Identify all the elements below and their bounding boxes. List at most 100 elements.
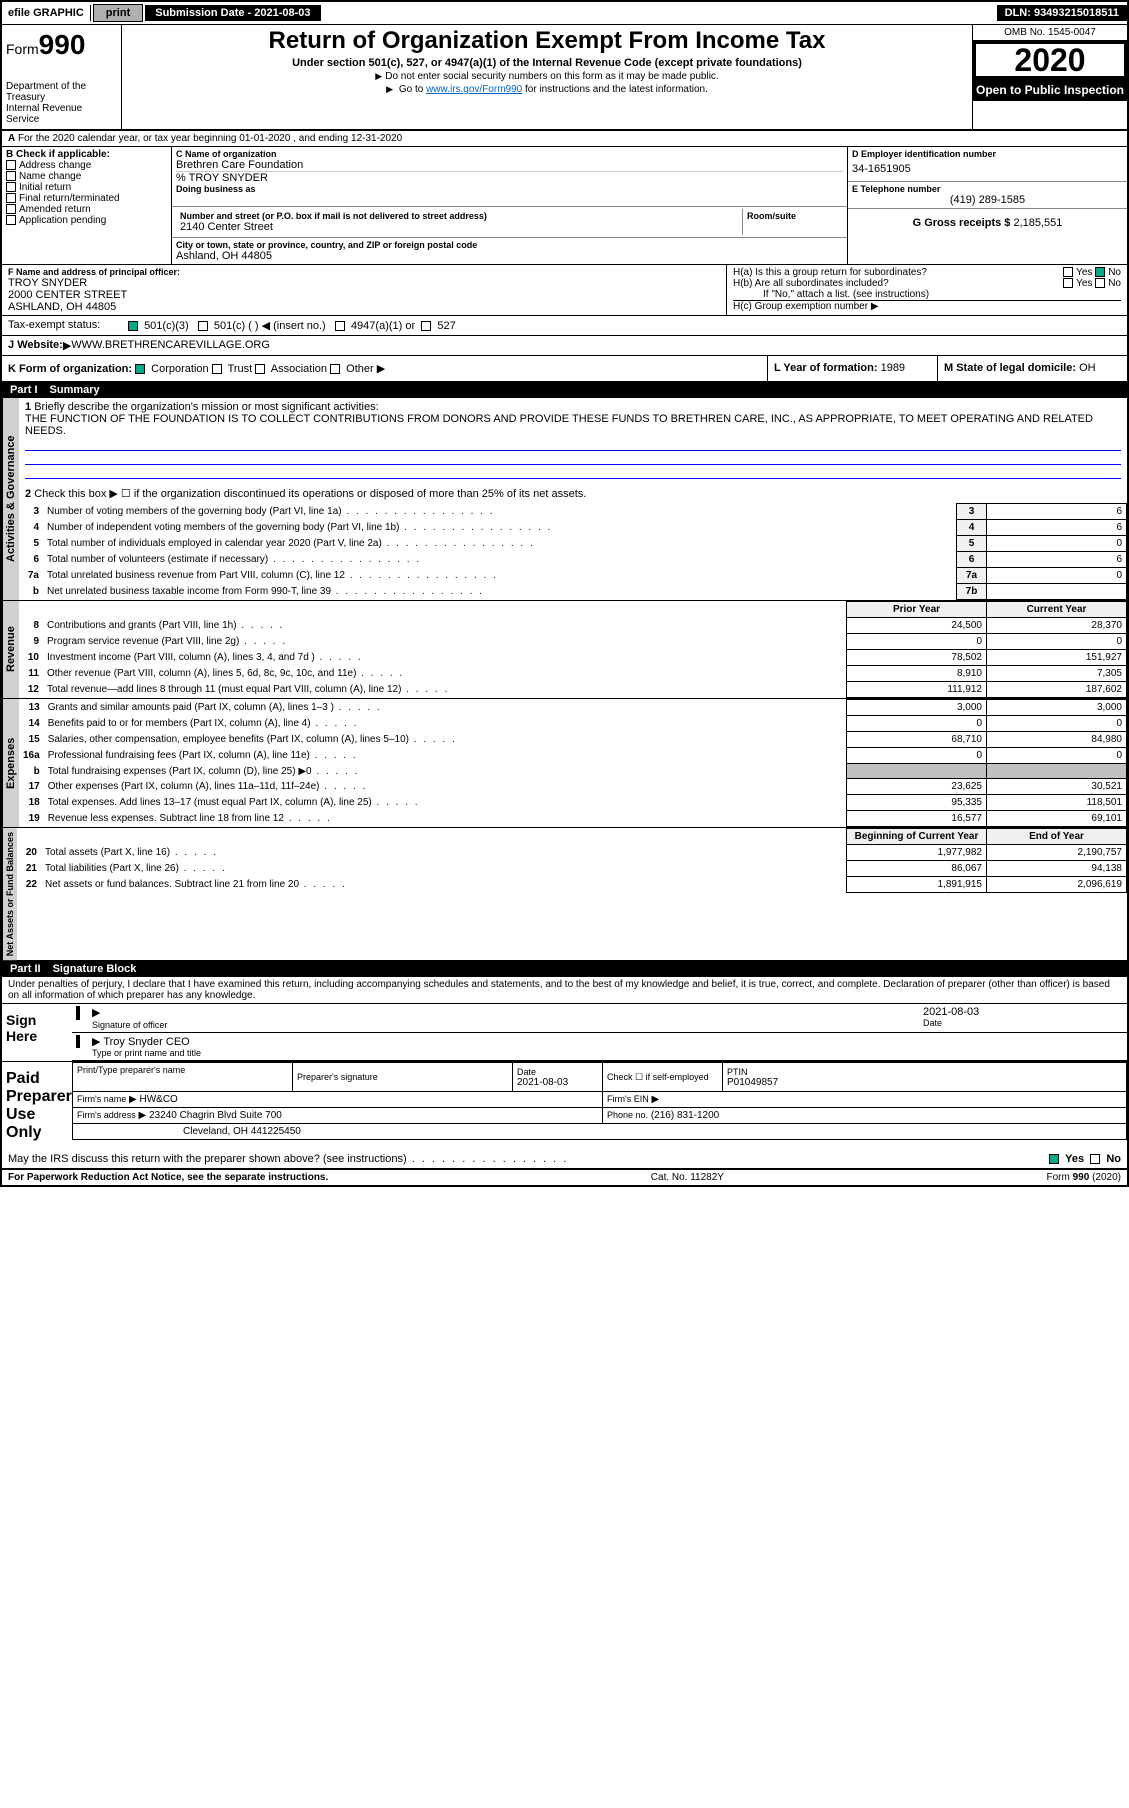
box-j: J Website: ▶ WWW.BRETHRENCAREVILLAGE.ORG	[2, 336, 1127, 356]
prep-row1: Print/Type preparer's name Preparer's si…	[73, 1063, 1127, 1092]
opt-app-pending[interactable]: Application pending	[6, 215, 167, 226]
date-label: Date	[923, 1018, 1123, 1028]
table-row: 4Number of independent voting members of…	[19, 520, 1127, 536]
addr-field: Number and street (or P.O. box if mail i…	[172, 207, 847, 238]
addr-val: 2140 Center Street	[180, 221, 738, 233]
box-h: H(a) Is this a group return for subordin…	[727, 265, 1127, 315]
part1-governance: Activities & Governance 1 Briefly descri…	[2, 398, 1127, 601]
officer-name: TROY SNYDER	[8, 277, 720, 289]
website-label: Website:	[17, 339, 63, 352]
irs-link[interactable]: www.irs.gov/Form990	[426, 84, 522, 95]
chk-501c3[interactable]	[128, 321, 138, 331]
chk-501c[interactable]	[198, 321, 208, 331]
open-to-public: Open to Public Inspection	[973, 79, 1127, 101]
section-bcd: B Check if applicable: Address change Na…	[2, 147, 1127, 265]
net-header-row: Beginning of Current Year End of Year	[17, 829, 1127, 845]
table-row: 6Total number of volunteers (estimate if…	[19, 552, 1127, 568]
phone-val: (419) 289-1585	[852, 194, 1123, 206]
discuss-yesno: Yes No	[1049, 1153, 1121, 1165]
care-of: % TROY SNYDER	[176, 171, 843, 184]
chk-discuss-yes[interactable]	[1049, 1154, 1059, 1164]
prep-row3: Firm's address ▶ 23240 Chagrin Blvd Suit…	[73, 1108, 1127, 1124]
footer-left: For Paperwork Reduction Act Notice, see …	[8, 1172, 328, 1183]
ein-val: 34-1651905	[852, 159, 1123, 179]
opt-final-return[interactable]: Final return/terminated	[6, 193, 167, 204]
chk-corp[interactable]	[135, 364, 145, 374]
box-k: K Form of organization: Corporation Trus…	[2, 356, 767, 381]
h-c: H(c) Group exemption number ▶	[733, 300, 1121, 312]
box-k-label: K Form of organization:	[8, 363, 132, 375]
tax-status-opts: 501(c)(3) 501(c) ( ) ◀ (insert no.) 4947…	[128, 319, 456, 332]
phone-field: E Telephone number (419) 289-1585	[848, 182, 1127, 209]
box-b: B Check if applicable: Address change Na…	[2, 147, 172, 264]
header-mid: Return of Organization Exempt From Incom…	[122, 25, 972, 129]
opt-address-change[interactable]: Address change	[6, 160, 167, 171]
discuss-row: May the IRS discuss this return with the…	[2, 1150, 1127, 1170]
opt-amended-return[interactable]: Amended return	[6, 204, 167, 215]
city-field: City or town, state or province, country…	[172, 238, 847, 264]
paid-prep-label: Paid Preparer Use Only	[2, 1062, 72, 1150]
prep-table: Print/Type preparer's name Preparer's si…	[72, 1062, 1127, 1140]
note-ssn: Do not enter social security numbers on …	[132, 71, 962, 82]
note2-suffix: for instructions and the latest informat…	[522, 84, 708, 95]
line1-label: Briefly describe the organization's miss…	[34, 401, 378, 413]
org-name-label: C Name of organization	[176, 149, 843, 159]
chk-527[interactable]	[421, 321, 431, 331]
org-name: Brethren Care Foundation	[176, 159, 843, 171]
print-button[interactable]: print	[93, 4, 143, 22]
h-b-note: If "No," attach a list. (see instruction…	[733, 289, 1121, 300]
dept-treasury: Department of the Treasury	[6, 81, 117, 103]
opt-name-change[interactable]: Name change	[6, 171, 167, 182]
chk-4947[interactable]	[335, 321, 345, 331]
table-row: 13Grants and similar amounts paid (Part …	[19, 700, 1127, 716]
line2: 2 Check this box ▶ ☐ if the organization…	[19, 484, 1127, 503]
section-fh: F Name and address of principal officer:…	[2, 265, 1127, 316]
gross-val: 2,185,551	[1013, 217, 1062, 229]
table-row: 18Total expenses. Add lines 13–17 (must …	[19, 795, 1127, 811]
opt-initial-return[interactable]: Initial return	[6, 182, 167, 193]
line1: 1 Briefly describe the organization's mi…	[19, 398, 1127, 484]
sign-here-label: Sign Here	[2, 1004, 72, 1061]
table-row: 11Other revenue (Part VIII, column (A), …	[19, 666, 1127, 682]
prep-row2: Firm's name ▶ HW&CO Firm's EIN ▶	[73, 1092, 1127, 1108]
rev-table: Prior Year Current Year 8Contributions a…	[19, 601, 1127, 698]
footer: For Paperwork Reduction Act Notice, see …	[2, 1170, 1127, 1185]
part2-header: Part II Signature Block	[2, 961, 1127, 977]
org-name-field: C Name of organization Brethren Care Fou…	[172, 147, 847, 207]
gross-label: G Gross receipts $	[913, 217, 1011, 229]
part1-header: Part I Summary	[2, 382, 1127, 398]
officer-sub: Type or print name and title	[92, 1048, 201, 1058]
header: Form990 Department of the Treasury Inter…	[2, 25, 1127, 131]
note2-prefix: Go to	[399, 84, 426, 95]
penalty-text: Under penalties of perjury, I declare th…	[2, 977, 1127, 1003]
gross-field: G Gross receipts $ 2,185,551	[848, 209, 1127, 231]
chk-trust[interactable]	[212, 364, 222, 374]
chk-discuss-no[interactable]	[1090, 1154, 1100, 1164]
box-f: F Name and address of principal officer:…	[2, 265, 727, 315]
table-row: 10Investment income (Part VIII, column (…	[19, 650, 1127, 666]
table-row: 20Total assets (Part X, line 16)1,977,98…	[17, 845, 1127, 861]
paid-preparer-block: Paid Preparer Use Only Print/Type prepar…	[2, 1061, 1127, 1150]
chk-other[interactable]	[330, 364, 340, 374]
omb-number: OMB No. 1545-0047	[973, 25, 1127, 41]
sig-date: 2021-08-03	[923, 1006, 1123, 1018]
table-row: 19Revenue less expenses. Subtract line 1…	[19, 811, 1127, 827]
label-expenses: Expenses	[2, 699, 19, 827]
box-klm: K Form of organization: Corporation Trus…	[2, 356, 1127, 382]
part2-num: Part II	[10, 963, 53, 975]
form-title: Return of Organization Exempt From Incom…	[132, 27, 962, 55]
chk-assoc[interactable]	[255, 364, 265, 374]
topbar: efile GRAPHIC print Submission Date - 20…	[2, 2, 1127, 25]
h-b: H(b) Are all subordinates included? Yes …	[733, 278, 1121, 289]
gov-table: 3Number of voting members of the governi…	[19, 503, 1127, 600]
officer-name-line: ▶ Troy Snyder CEO Type or print name and…	[72, 1033, 1127, 1061]
exp-table: 13Grants and similar amounts paid (Part …	[19, 699, 1127, 827]
rev-header-row: Prior Year Current Year	[19, 602, 1127, 618]
website-val: WWW.BRETHRENCAREVILLAGE.ORG	[71, 339, 270, 352]
line2-text: Check this box ▶ ☐ if the organization d…	[34, 488, 586, 500]
phone-label: E Telephone number	[852, 184, 1123, 194]
discuss-text: May the IRS discuss this return with the…	[8, 1153, 568, 1165]
city-label: City or town, state or province, country…	[176, 240, 843, 250]
net-table: Beginning of Current Year End of Year 20…	[17, 828, 1127, 893]
sig-officer-label: Signature of officer	[92, 1020, 923, 1030]
